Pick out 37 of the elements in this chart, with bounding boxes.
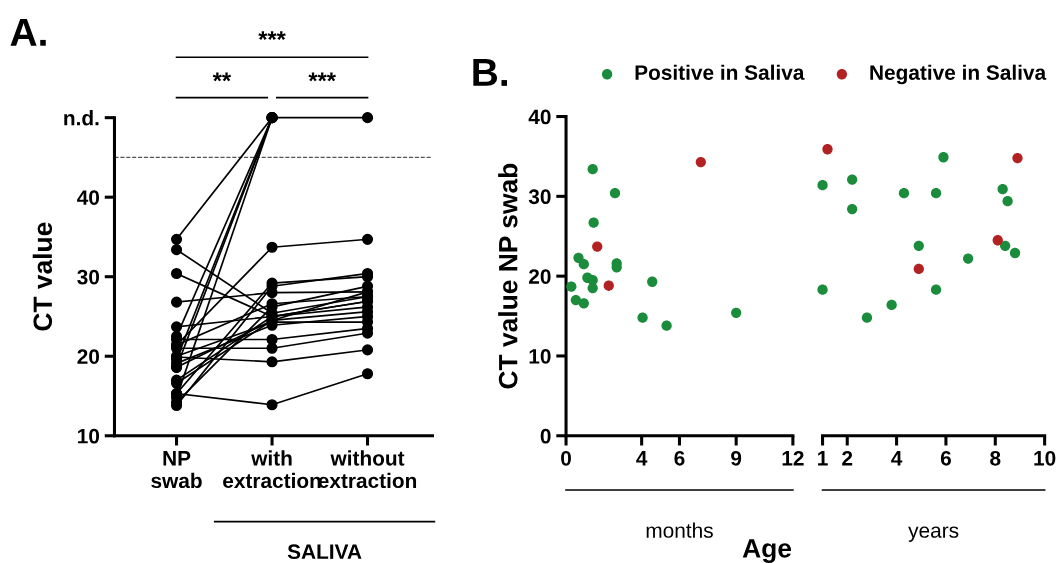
- y-axis-title: CT value: [32, 222, 53, 331]
- x-axis-title: years: [908, 526, 959, 542]
- y-tick-label: 30: [528, 189, 551, 205]
- x-tick-label: without extraction: [318, 450, 417, 489]
- text: ***: [258, 31, 286, 40]
- x-tick-label: 9: [731, 450, 742, 466]
- x-tick-label: 6: [940, 450, 951, 466]
- text: Age: [742, 539, 792, 563]
- y-tick-label: 20: [77, 349, 100, 364]
- y-tick-label: 10: [78, 428, 100, 444]
- x-tick-label: 1: [818, 451, 828, 466]
- x-tick-label: NP swab: [151, 451, 202, 489]
- legend-label: Positive in Saliva: [635, 64, 805, 80]
- x-tick-label: 4: [636, 451, 648, 466]
- y-tick-label: 10: [529, 348, 551, 364]
- x-axis-title: months: [646, 522, 713, 538]
- legend-label: Negative in Saliva: [870, 64, 1047, 85]
- y-tick-label: 30: [77, 269, 100, 285]
- x-tick-label: 10: [1034, 450, 1056, 466]
- chart-title: B.: [473, 59, 507, 86]
- text: SALIVA: [287, 544, 362, 560]
- y-tick-label: n.d.: [64, 110, 99, 126]
- y-tick-label: 40: [77, 190, 100, 205]
- x-tick-label: 6: [674, 450, 685, 466]
- x-tick-label: 12: [782, 450, 804, 466]
- x-tick-label: 4: [891, 451, 903, 466]
- chart-title: A.: [10, 18, 46, 46]
- x-tick-label: 0: [561, 450, 571, 466]
- text: ***: [308, 72, 336, 82]
- y-tick-label: 0: [540, 428, 551, 444]
- text: **: [212, 72, 232, 82]
- x-tick-label: with extraction: [223, 450, 321, 489]
- x-tick-label: 2: [842, 450, 853, 466]
- y-tick-label: 20: [529, 269, 551, 284]
- y-axis-title: CT value NP swab: [498, 163, 518, 389]
- x-tick-label: 8: [990, 450, 1001, 466]
- y-tick-label: 40: [528, 109, 551, 125]
